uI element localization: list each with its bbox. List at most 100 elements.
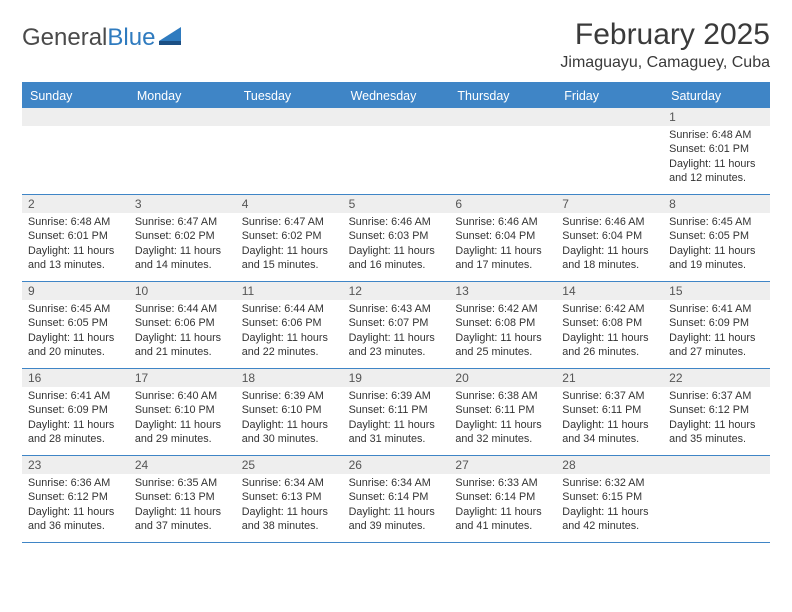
cell-body: Sunrise: 6:45 AMSunset: 6:05 PMDaylight:… bbox=[22, 300, 129, 359]
calendar-cell bbox=[129, 108, 236, 194]
daylight-line: Daylight: 11 hours and 28 minutes. bbox=[28, 418, 123, 447]
sunrise-line: Sunrise: 6:48 AM bbox=[669, 128, 764, 142]
calendar-week: 23Sunrise: 6:36 AMSunset: 6:12 PMDayligh… bbox=[22, 456, 770, 543]
sunrise-line: Sunrise: 6:33 AM bbox=[455, 476, 550, 490]
calendar-cell: 2Sunrise: 6:48 AMSunset: 6:01 PMDaylight… bbox=[22, 195, 129, 281]
sunrise-line: Sunrise: 6:48 AM bbox=[28, 215, 123, 229]
calendar-cell bbox=[343, 108, 450, 194]
calendar-cell bbox=[449, 108, 556, 194]
date-number: 21 bbox=[556, 369, 663, 387]
daylight-line: Daylight: 11 hours and 22 minutes. bbox=[242, 331, 337, 360]
sunset-line: Sunset: 6:15 PM bbox=[562, 490, 657, 504]
day-header: Sunday bbox=[22, 84, 129, 108]
calendar-cell: 22Sunrise: 6:37 AMSunset: 6:12 PMDayligh… bbox=[663, 369, 770, 455]
sunrise-line: Sunrise: 6:38 AM bbox=[455, 389, 550, 403]
sunset-line: Sunset: 6:13 PM bbox=[242, 490, 337, 504]
sunrise-line: Sunrise: 6:46 AM bbox=[349, 215, 444, 229]
cell-body: Sunrise: 6:37 AMSunset: 6:11 PMDaylight:… bbox=[556, 387, 663, 446]
date-number: 19 bbox=[343, 369, 450, 387]
date-number: 1 bbox=[663, 108, 770, 126]
calendar-cell: 13Sunrise: 6:42 AMSunset: 6:08 PMDayligh… bbox=[449, 282, 556, 368]
calendar-cell: 11Sunrise: 6:44 AMSunset: 6:06 PMDayligh… bbox=[236, 282, 343, 368]
date-number bbox=[556, 108, 663, 126]
calendar-cell: 6Sunrise: 6:46 AMSunset: 6:04 PMDaylight… bbox=[449, 195, 556, 281]
cell-body: Sunrise: 6:47 AMSunset: 6:02 PMDaylight:… bbox=[236, 213, 343, 272]
cell-body: Sunrise: 6:35 AMSunset: 6:13 PMDaylight:… bbox=[129, 474, 236, 533]
date-number: 7 bbox=[556, 195, 663, 213]
date-number: 16 bbox=[22, 369, 129, 387]
daylight-line: Daylight: 11 hours and 30 minutes. bbox=[242, 418, 337, 447]
date-number: 11 bbox=[236, 282, 343, 300]
cell-body: Sunrise: 6:46 AMSunset: 6:03 PMDaylight:… bbox=[343, 213, 450, 272]
date-number: 25 bbox=[236, 456, 343, 474]
sunrise-line: Sunrise: 6:42 AM bbox=[455, 302, 550, 316]
date-number: 5 bbox=[343, 195, 450, 213]
daylight-line: Daylight: 11 hours and 42 minutes. bbox=[562, 505, 657, 534]
sunrise-line: Sunrise: 6:45 AM bbox=[669, 215, 764, 229]
day-header: Saturday bbox=[663, 84, 770, 108]
date-number: 2 bbox=[22, 195, 129, 213]
calendar-cell: 1Sunrise: 6:48 AMSunset: 6:01 PMDaylight… bbox=[663, 108, 770, 194]
cell-body: Sunrise: 6:45 AMSunset: 6:05 PMDaylight:… bbox=[663, 213, 770, 272]
sunrise-line: Sunrise: 6:39 AM bbox=[242, 389, 337, 403]
calendar: Sunday Monday Tuesday Wednesday Thursday… bbox=[22, 82, 770, 543]
daylight-line: Daylight: 11 hours and 16 minutes. bbox=[349, 244, 444, 273]
location: Jimaguayu, Camaguey, Cuba bbox=[560, 54, 770, 72]
date-number bbox=[236, 108, 343, 126]
day-header: Friday bbox=[556, 84, 663, 108]
cell-body: Sunrise: 6:48 AMSunset: 6:01 PMDaylight:… bbox=[663, 126, 770, 185]
daylight-line: Daylight: 11 hours and 32 minutes. bbox=[455, 418, 550, 447]
logo-text-blue: Blue bbox=[107, 24, 155, 52]
cell-body: Sunrise: 6:46 AMSunset: 6:04 PMDaylight:… bbox=[556, 213, 663, 272]
sunset-line: Sunset: 6:11 PM bbox=[349, 403, 444, 417]
cell-body: Sunrise: 6:46 AMSunset: 6:04 PMDaylight:… bbox=[449, 213, 556, 272]
sunset-line: Sunset: 6:02 PM bbox=[242, 229, 337, 243]
sunrise-line: Sunrise: 6:41 AM bbox=[669, 302, 764, 316]
date-number: 13 bbox=[449, 282, 556, 300]
sunset-line: Sunset: 6:02 PM bbox=[135, 229, 230, 243]
daylight-line: Daylight: 11 hours and 29 minutes. bbox=[135, 418, 230, 447]
date-number: 8 bbox=[663, 195, 770, 213]
date-number: 26 bbox=[343, 456, 450, 474]
sunrise-line: Sunrise: 6:36 AM bbox=[28, 476, 123, 490]
date-number: 10 bbox=[129, 282, 236, 300]
daylight-line: Daylight: 11 hours and 23 minutes. bbox=[349, 331, 444, 360]
cell-body: Sunrise: 6:39 AMSunset: 6:10 PMDaylight:… bbox=[236, 387, 343, 446]
sunrise-line: Sunrise: 6:40 AM bbox=[135, 389, 230, 403]
date-number: 12 bbox=[343, 282, 450, 300]
calendar-cell: 12Sunrise: 6:43 AMSunset: 6:07 PMDayligh… bbox=[343, 282, 450, 368]
sunrise-line: Sunrise: 6:37 AM bbox=[669, 389, 764, 403]
sunrise-line: Sunrise: 6:46 AM bbox=[455, 215, 550, 229]
date-number: 24 bbox=[129, 456, 236, 474]
daylight-line: Daylight: 11 hours and 25 minutes. bbox=[455, 331, 550, 360]
cell-body: Sunrise: 6:44 AMSunset: 6:06 PMDaylight:… bbox=[129, 300, 236, 359]
date-number: 14 bbox=[556, 282, 663, 300]
date-number: 6 bbox=[449, 195, 556, 213]
cell-body: Sunrise: 6:47 AMSunset: 6:02 PMDaylight:… bbox=[129, 213, 236, 272]
calendar-cell bbox=[22, 108, 129, 194]
cell-body: Sunrise: 6:48 AMSunset: 6:01 PMDaylight:… bbox=[22, 213, 129, 272]
calendar-cell: 19Sunrise: 6:39 AMSunset: 6:11 PMDayligh… bbox=[343, 369, 450, 455]
sunrise-line: Sunrise: 6:35 AM bbox=[135, 476, 230, 490]
cell-body: Sunrise: 6:42 AMSunset: 6:08 PMDaylight:… bbox=[449, 300, 556, 359]
sunrise-line: Sunrise: 6:39 AM bbox=[349, 389, 444, 403]
calendar-cell: 26Sunrise: 6:34 AMSunset: 6:14 PMDayligh… bbox=[343, 456, 450, 542]
sunrise-line: Sunrise: 6:46 AM bbox=[562, 215, 657, 229]
calendar-cell: 10Sunrise: 6:44 AMSunset: 6:06 PMDayligh… bbox=[129, 282, 236, 368]
title-block: February 2025 Jimaguayu, Camaguey, Cuba bbox=[560, 18, 770, 72]
cell-body: Sunrise: 6:38 AMSunset: 6:11 PMDaylight:… bbox=[449, 387, 556, 446]
cell-body: Sunrise: 6:34 AMSunset: 6:13 PMDaylight:… bbox=[236, 474, 343, 533]
sunrise-line: Sunrise: 6:41 AM bbox=[28, 389, 123, 403]
daylight-line: Daylight: 11 hours and 20 minutes. bbox=[28, 331, 123, 360]
sunset-line: Sunset: 6:05 PM bbox=[669, 229, 764, 243]
date-number: 18 bbox=[236, 369, 343, 387]
daylight-line: Daylight: 11 hours and 38 minutes. bbox=[242, 505, 337, 534]
daylight-line: Daylight: 11 hours and 35 minutes. bbox=[669, 418, 764, 447]
calendar-cell: 27Sunrise: 6:33 AMSunset: 6:14 PMDayligh… bbox=[449, 456, 556, 542]
cell-body: Sunrise: 6:42 AMSunset: 6:08 PMDaylight:… bbox=[556, 300, 663, 359]
daylight-line: Daylight: 11 hours and 19 minutes. bbox=[669, 244, 764, 273]
sunset-line: Sunset: 6:08 PM bbox=[455, 316, 550, 330]
calendar-cell: 3Sunrise: 6:47 AMSunset: 6:02 PMDaylight… bbox=[129, 195, 236, 281]
calendar-week: 1Sunrise: 6:48 AMSunset: 6:01 PMDaylight… bbox=[22, 108, 770, 195]
daylight-line: Daylight: 11 hours and 39 minutes. bbox=[349, 505, 444, 534]
